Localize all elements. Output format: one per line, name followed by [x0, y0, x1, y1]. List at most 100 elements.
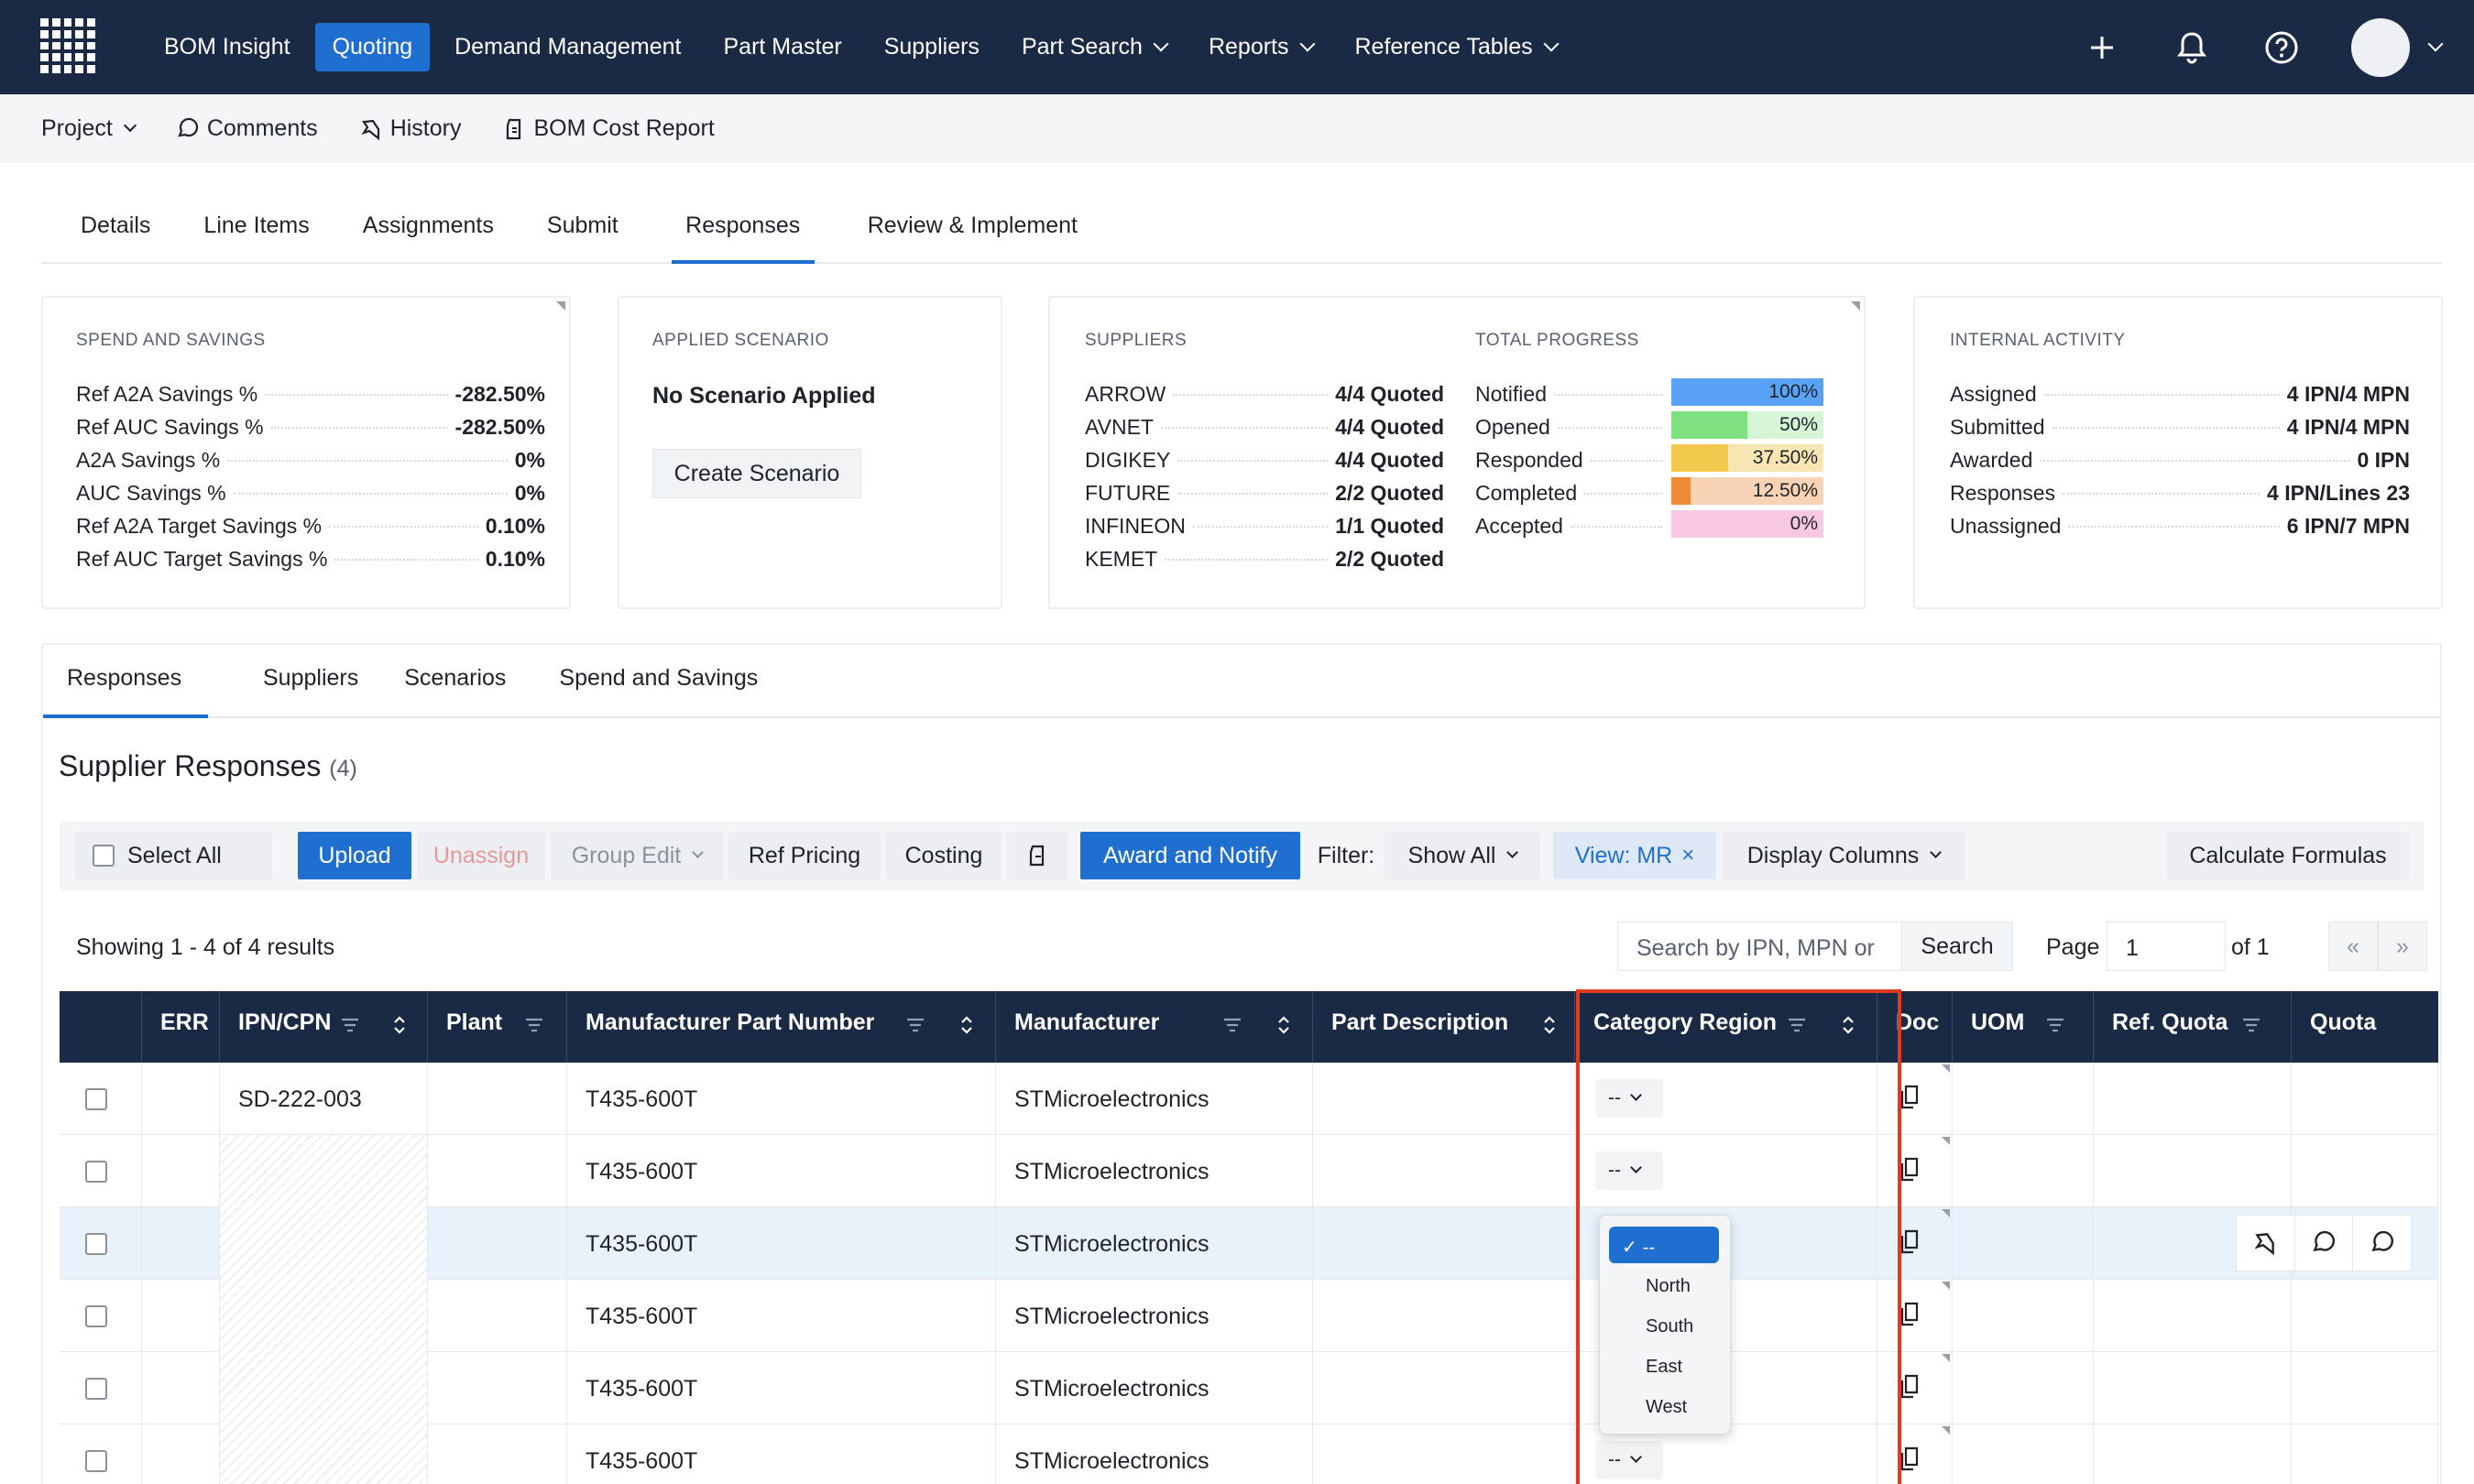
header-doc[interactable]: Doc — [1877, 991, 1953, 1063]
ref-pricing-button[interactable]: Ref Pricing — [728, 832, 881, 879]
nav-item-demand-management[interactable]: Demand Management — [437, 23, 698, 71]
create-scenario-button[interactable]: Create Scenario — [652, 449, 861, 498]
sort-icon[interactable] — [1542, 1013, 1557, 1037]
table-cell — [1877, 1352, 1953, 1424]
header-err[interactable]: ERR — [142, 991, 220, 1063]
header-mpn[interactable]: Manufacturer Part Number — [567, 991, 996, 1063]
tab-line-items[interactable]: Line Items — [203, 213, 310, 238]
search-input[interactable]: Search by IPN, MPN or — [1617, 922, 1903, 971]
bell-icon[interactable] — [2173, 29, 2210, 66]
header-ref-quota[interactable]: Ref. Quota — [2094, 991, 2292, 1063]
export-icon[interactable] — [1007, 832, 1067, 879]
dropdown-option-selected[interactable]: ✓ -- — [1609, 1227, 1719, 1263]
sort-icon[interactable] — [1841, 1013, 1856, 1037]
tab-responses-sub[interactable]: Responses — [43, 645, 208, 718]
header-plant[interactable]: Plant — [428, 991, 567, 1063]
calculate-formulas-button[interactable]: Calculate Formulas — [2167, 832, 2409, 879]
filter-icon[interactable] — [2242, 1017, 2261, 1033]
category-region-select[interactable]: -- — [1595, 1151, 1663, 1190]
row-checkbox[interactable] — [85, 1088, 107, 1110]
dropdown-option-north[interactable]: North — [1646, 1276, 1691, 1296]
filter-icon[interactable] — [1788, 1017, 1806, 1033]
first-page-button[interactable]: « — [2328, 922, 2378, 971]
group-edit-button[interactable]: Group Edit — [551, 832, 723, 879]
table-row[interactable]: T435-600T STMicroelectronics — [60, 1207, 2438, 1280]
nav-item-suppliers[interactable]: Suppliers — [867, 23, 997, 71]
nav-item-quoting[interactable]: Quoting — [314, 23, 431, 71]
bom-cost-report-link[interactable]: BOM Cost Report — [502, 115, 715, 142]
dropdown-option-west[interactable]: West — [1646, 1397, 1688, 1417]
sort-icon[interactable] — [392, 1013, 407, 1037]
tab-spend-savings-sub[interactable]: Spend and Savings — [559, 665, 759, 691]
nav-item-reports[interactable]: Reports — [1191, 23, 1330, 71]
award-notify-button[interactable]: Award and Notify — [1080, 832, 1300, 879]
document-icon[interactable] — [1898, 1085, 1921, 1110]
filter-icon[interactable] — [341, 1017, 359, 1033]
chevron-down-icon[interactable] — [2427, 36, 2444, 51]
display-columns-button[interactable]: Display Columns — [1722, 832, 1965, 879]
upload-button[interactable]: Upload — [298, 832, 411, 879]
header-ipn[interactable]: IPN/CPN — [220, 991, 428, 1063]
document-icon[interactable] — [1898, 1446, 1921, 1472]
category-region-select[interactable]: -- — [1595, 1079, 1663, 1118]
table-row[interactable]: SD-222-003 T435-600T STMicroelectronics -- — [60, 1063, 2438, 1135]
history-link[interactable]: History — [359, 115, 461, 142]
table-row[interactable]: T435-600T STMicroelectronics — [60, 1352, 2438, 1424]
sort-icon[interactable] — [1276, 1013, 1291, 1037]
nav-item-part-search[interactable]: Part Search — [1004, 23, 1184, 71]
last-page-button[interactable]: » — [2378, 922, 2427, 971]
dropdown-option-east[interactable]: East — [1646, 1357, 1683, 1377]
document-icon[interactable] — [1898, 1157, 1921, 1183]
dropdown-option-south[interactable]: South — [1646, 1316, 1694, 1337]
tab-assignments[interactable]: Assignments — [362, 213, 494, 238]
comments-link[interactable]: Comments — [176, 115, 318, 142]
filter-select[interactable]: Show All — [1385, 832, 1540, 879]
help-icon[interactable] — [2263, 29, 2300, 66]
table-row[interactable]: T435-600T STMicroelectronics — [60, 1280, 2438, 1352]
comment-icon[interactable] — [2295, 1216, 2354, 1271]
project-menu[interactable]: Project — [41, 115, 137, 142]
filter-icon[interactable] — [1223, 1017, 1242, 1033]
tab-responses[interactable]: Responses — [671, 194, 815, 264]
plus-icon[interactable] — [2084, 29, 2120, 66]
select-all-checkbox[interactable]: Select All — [74, 832, 272, 879]
nav-item-part-master[interactable]: Part Master — [706, 23, 859, 71]
costing-button[interactable]: Costing — [886, 832, 1002, 879]
view-chip[interactable]: View: MR × — [1553, 832, 1716, 879]
tab-submit[interactable]: Submit — [546, 213, 618, 238]
close-icon[interactable]: × — [1681, 843, 1695, 867]
comment-icon[interactable] — [2353, 1216, 2411, 1271]
nav-item-bom-insight[interactable]: BOM Insight — [147, 23, 308, 71]
category-region-select[interactable]: -- — [1595, 1441, 1663, 1479]
nav-item-reference-tables[interactable]: Reference Tables — [1338, 23, 1574, 71]
row-checkbox[interactable] — [85, 1305, 107, 1327]
header-manufacturer[interactable]: Manufacturer — [996, 991, 1313, 1063]
tab-details[interactable]: Details — [81, 213, 151, 238]
table-row[interactable]: T435-600T STMicroelectronics -- — [60, 1135, 2438, 1207]
search-button[interactable]: Search — [1901, 922, 2013, 971]
tab-scenarios-sub[interactable]: Scenarios — [404, 665, 507, 691]
sort-icon[interactable] — [959, 1013, 974, 1037]
document-icon[interactable] — [1898, 1229, 1921, 1255]
history-icon[interactable] — [2237, 1216, 2295, 1271]
table-row[interactable]: T435-600T STMicroelectronics -- — [60, 1424, 2438, 1484]
header-part-description[interactable]: Part Description — [1313, 991, 1575, 1063]
filter-icon[interactable] — [2046, 1017, 2064, 1033]
header-category-region[interactable]: Category Region — [1575, 991, 1877, 1063]
page-number-input[interactable]: 1 — [2107, 922, 2226, 971]
app-logo-icon[interactable] — [40, 18, 95, 73]
tab-suppliers-sub[interactable]: Suppliers — [263, 665, 359, 691]
header-quota[interactable]: Quota — [2292, 991, 2438, 1063]
header-uom[interactable]: UOM — [1953, 991, 2094, 1063]
row-checkbox[interactable] — [85, 1450, 107, 1472]
document-icon[interactable] — [1898, 1302, 1921, 1327]
row-checkbox[interactable] — [85, 1378, 107, 1400]
filter-icon[interactable] — [525, 1017, 543, 1033]
avatar[interactable] — [2351, 17, 2410, 77]
unassign-button[interactable]: Unassign — [417, 832, 545, 879]
row-checkbox[interactable] — [85, 1233, 107, 1255]
filter-icon[interactable] — [906, 1017, 925, 1033]
document-icon[interactable] — [1898, 1374, 1921, 1400]
row-checkbox[interactable] — [85, 1161, 107, 1183]
tab-review-implement[interactable]: Review & Implement — [867, 213, 1078, 238]
